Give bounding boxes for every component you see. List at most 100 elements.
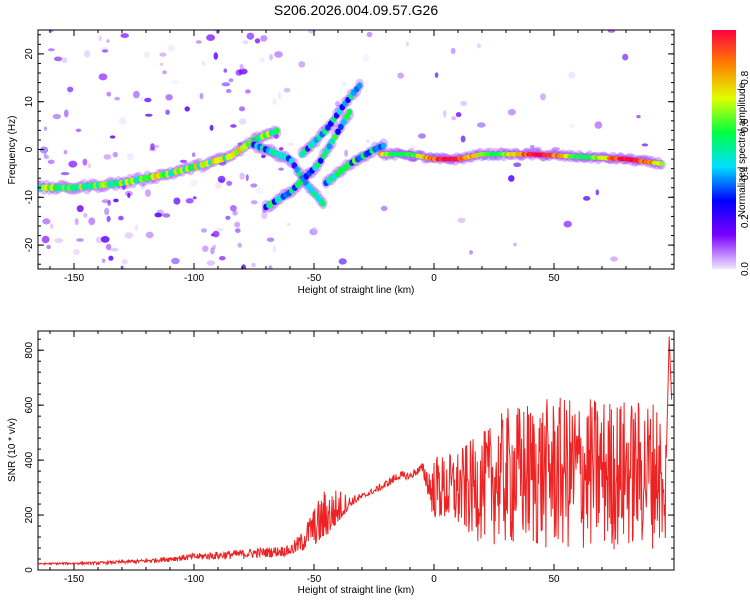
y-tick-label: -20 <box>24 237 35 252</box>
noise-blob <box>144 51 150 58</box>
noise-blob <box>171 257 180 265</box>
noise-blob <box>237 152 246 158</box>
x-tick-label: 0 <box>431 273 437 284</box>
y-tick-label: 10 <box>24 96 35 108</box>
noise-blob <box>106 39 110 43</box>
noise-blob <box>254 38 261 44</box>
noise-blob <box>237 142 243 146</box>
noise-blob <box>173 197 181 205</box>
noise-blob <box>583 196 591 201</box>
noise-blob <box>47 48 55 52</box>
noise-blob <box>76 238 84 242</box>
noise-blob <box>42 218 51 225</box>
noise-blob <box>202 245 209 252</box>
noise-blob <box>272 245 277 253</box>
noise-blob <box>150 143 155 151</box>
noise-blob <box>107 200 111 206</box>
noise-blob <box>622 53 629 61</box>
noise-blob <box>105 243 112 251</box>
x-tick-label: 50 <box>548 574 560 585</box>
noise-blob <box>133 90 140 99</box>
noise-blob <box>469 250 473 255</box>
noise-blob <box>230 205 237 212</box>
noise-blob <box>288 142 294 147</box>
noise-blob <box>266 237 275 242</box>
ridge-cell <box>320 200 326 207</box>
noise-blob <box>255 187 264 195</box>
noise-blob <box>127 192 131 198</box>
noise-blob <box>366 31 373 38</box>
noise-blob <box>278 92 282 100</box>
noise-blob <box>434 72 439 78</box>
noise-blob <box>259 57 265 63</box>
snr-series-line <box>38 336 673 567</box>
y-tick-label: 600 <box>24 396 35 413</box>
noise-blob <box>145 113 153 117</box>
noise-blob <box>250 200 258 205</box>
noise-blob <box>272 98 277 106</box>
noise-blob <box>63 150 68 155</box>
snr-xlabel: Height of straight line (km) <box>298 585 415 596</box>
noise-blob <box>443 109 447 118</box>
noise-blob <box>52 113 61 120</box>
noise-blob <box>144 189 151 197</box>
noise-blob <box>235 228 241 234</box>
noise-blob <box>595 189 599 196</box>
noise-blob <box>192 196 197 200</box>
noise-blob <box>47 159 55 164</box>
noise-blob <box>408 158 417 162</box>
noise-blob <box>269 54 273 61</box>
ridge-cell <box>335 128 341 135</box>
noise-blob <box>278 167 284 171</box>
ridge-cell <box>356 82 363 89</box>
spectrogram-plot-area <box>38 30 674 269</box>
ridge-cell <box>380 142 387 149</box>
noise-blob <box>159 52 167 57</box>
noise-blob <box>106 91 112 97</box>
noise-blob <box>260 35 268 42</box>
ridge-cell <box>323 147 330 155</box>
noise-blob <box>67 86 74 93</box>
noise-blob <box>68 160 78 168</box>
noise-blob <box>109 135 116 139</box>
noise-blob <box>110 247 119 252</box>
noise-blob <box>362 54 370 62</box>
snr-panel: -150 -100 -50 0 50 0 200 400 600 800 Height of st… <box>7 330 675 596</box>
noise-blob <box>232 210 238 216</box>
noise-blob <box>74 218 79 226</box>
noise-blob <box>261 154 266 159</box>
figure-title: S206.2026.004.09.57.G26 <box>274 2 438 18</box>
noise-blob <box>219 256 226 261</box>
noise-blob <box>124 232 134 239</box>
noise-blob <box>88 217 96 226</box>
noise-blob <box>171 80 180 84</box>
noise-blob <box>239 172 245 180</box>
noise-blob <box>405 41 409 47</box>
snr-ticks: -150 -100 -50 0 50 0 200 400 600 800 <box>24 331 675 585</box>
spectrogram-marks <box>38 30 666 269</box>
noise-blob <box>83 213 88 218</box>
noise-blob <box>225 88 232 94</box>
noise-blob <box>64 109 69 118</box>
y-tick-label: 200 <box>24 506 35 523</box>
noise-blob <box>114 96 120 101</box>
x-tick-label: -150 <box>64 273 84 284</box>
noise-blob <box>540 93 546 101</box>
noise-blob <box>212 230 220 238</box>
noise-blob <box>309 228 318 236</box>
noise-blob <box>278 147 284 151</box>
noise-blob <box>106 215 111 222</box>
noise-blob <box>636 115 641 119</box>
noise-blob <box>455 112 462 118</box>
noise-blob <box>112 151 119 158</box>
noise-blob <box>641 143 649 147</box>
noise-blob <box>190 179 198 187</box>
y-tick-label: 400 <box>24 451 35 468</box>
noise-blob <box>366 139 370 143</box>
noise-blob <box>126 153 134 161</box>
ridge-cell <box>346 108 353 116</box>
noise-blob <box>239 63 244 70</box>
noise-blob <box>60 172 70 176</box>
